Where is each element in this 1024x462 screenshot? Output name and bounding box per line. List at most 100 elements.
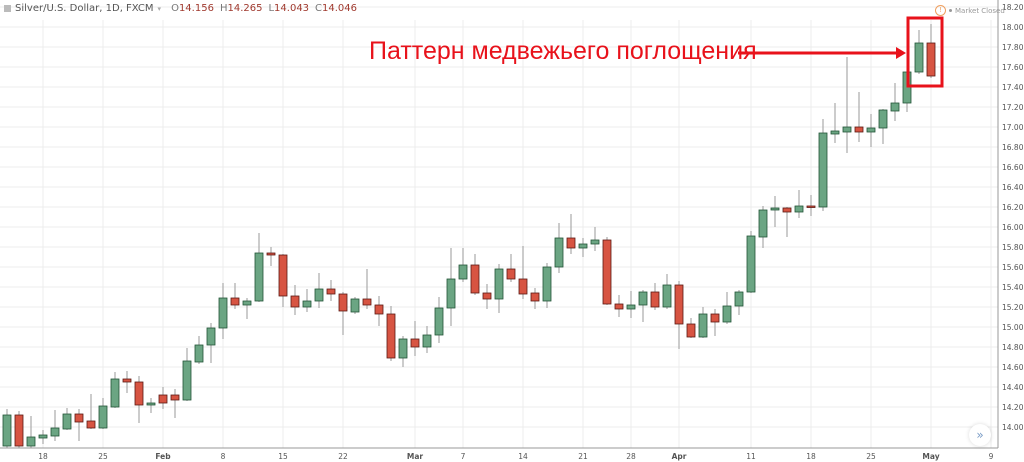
candle-body-down — [362, 298, 372, 306]
candle — [854, 92, 864, 142]
x-tick-label: Mar — [407, 452, 424, 461]
candle-body-down — [74, 413, 84, 423]
candle — [782, 207, 792, 237]
candle-body-down — [134, 381, 144, 406]
candle-body-up — [182, 360, 192, 401]
symbol-square-icon — [4, 5, 11, 12]
candle — [86, 394, 96, 429]
candle-body-up — [770, 207, 780, 211]
candle — [758, 206, 768, 248]
candle-body-up — [578, 243, 588, 249]
candle-body-up — [38, 434, 48, 439]
x-tick-label: May — [922, 452, 939, 461]
candle-body-up — [722, 305, 732, 323]
candle-body-down — [470, 264, 480, 294]
candle-body-down — [854, 126, 864, 133]
candle-body-down — [230, 297, 240, 306]
candle-body-down — [14, 414, 24, 447]
candle — [146, 398, 156, 413]
candle — [830, 103, 840, 143]
ohlc-value: 14.046 — [322, 3, 358, 14]
candle — [290, 285, 300, 315]
candle-body-down — [122, 378, 132, 383]
x-tick-label: 9 — [989, 452, 994, 461]
y-tick-label: 14.200 — [1002, 403, 1024, 412]
candle-body-down — [506, 268, 516, 280]
x-tick-label: 28 — [626, 452, 636, 461]
warning-icon[interactable]: ! — [935, 5, 946, 16]
candle — [470, 254, 480, 295]
candle-body-up — [458, 264, 468, 280]
candle — [122, 371, 132, 393]
candle-body-up — [590, 239, 600, 245]
candle-body-up — [110, 378, 120, 408]
y-tick-label: 15.200 — [1002, 303, 1024, 312]
ohlc-value: 14.043 — [274, 3, 310, 14]
candle-body-up — [206, 327, 216, 346]
candle-body-up — [626, 304, 636, 310]
candle — [50, 410, 60, 441]
candle-body-up — [842, 126, 852, 133]
symbol-title[interactable]: Silver/U.S. Dollar, 1D, FXCM — [15, 3, 154, 14]
y-tick-label: 17.000 — [1002, 123, 1024, 132]
candle-body-down — [338, 293, 348, 312]
candle-body-down — [686, 323, 696, 338]
candle — [374, 296, 384, 326]
candle-body-down — [386, 313, 396, 359]
candle — [338, 292, 348, 335]
candle-body-up — [398, 338, 408, 359]
candle — [422, 326, 432, 353]
candle-body-up — [146, 402, 156, 406]
candle — [770, 196, 780, 227]
candle — [446, 248, 456, 326]
candle — [242, 298, 252, 319]
candle-body-up — [98, 405, 108, 429]
y-tick-label: 16.800 — [1002, 143, 1024, 152]
ohlc-key: L — [268, 3, 275, 14]
candle — [206, 323, 216, 363]
candle-body-down — [650, 291, 660, 308]
y-tick-label: 14.800 — [1002, 343, 1024, 352]
candle — [362, 269, 372, 309]
candle — [710, 309, 720, 336]
candle — [794, 190, 804, 218]
candle-body-down — [158, 394, 168, 404]
candle-body-up — [26, 436, 36, 447]
x-tick-label: 11 — [746, 452, 756, 461]
candle-body-up — [818, 132, 828, 208]
candle-body-down — [782, 207, 792, 213]
candle-body-down — [482, 292, 492, 300]
y-tick-label: 15.000 — [1002, 323, 1024, 332]
pattern-annotation: Паттерн медвежьего поглощения — [369, 37, 757, 65]
candle — [650, 283, 660, 310]
candle-body-up — [830, 130, 840, 135]
candle — [62, 408, 72, 430]
candle-body-down — [266, 252, 276, 256]
candle — [674, 281, 684, 349]
candle-body-up — [698, 313, 708, 338]
y-tick-label: 16.400 — [1002, 183, 1024, 192]
candle — [170, 389, 180, 418]
y-tick-label: 14.400 — [1002, 383, 1024, 392]
candle — [590, 227, 600, 251]
caret-down-icon[interactable]: ▾ — [157, 4, 162, 13]
candle-body-up — [62, 413, 72, 430]
x-tick-label: 25 — [98, 452, 108, 461]
candle — [410, 321, 420, 356]
x-tick-label: 18 — [38, 452, 48, 461]
candle — [266, 247, 276, 266]
candle-body-up — [2, 414, 12, 447]
candle-body-up — [638, 291, 648, 306]
x-tick-label: 15 — [278, 452, 288, 461]
candle — [506, 254, 516, 282]
ohlc-value: 14.156 — [178, 3, 214, 14]
candle — [542, 263, 552, 308]
candle — [482, 284, 492, 309]
candle-body-up — [734, 291, 744, 307]
candle-body-down — [614, 303, 624, 310]
scroll-to-realtime-button[interactable]: » — [969, 424, 991, 446]
candle-body-down — [674, 284, 684, 325]
ohlc-key: O — [171, 3, 179, 14]
